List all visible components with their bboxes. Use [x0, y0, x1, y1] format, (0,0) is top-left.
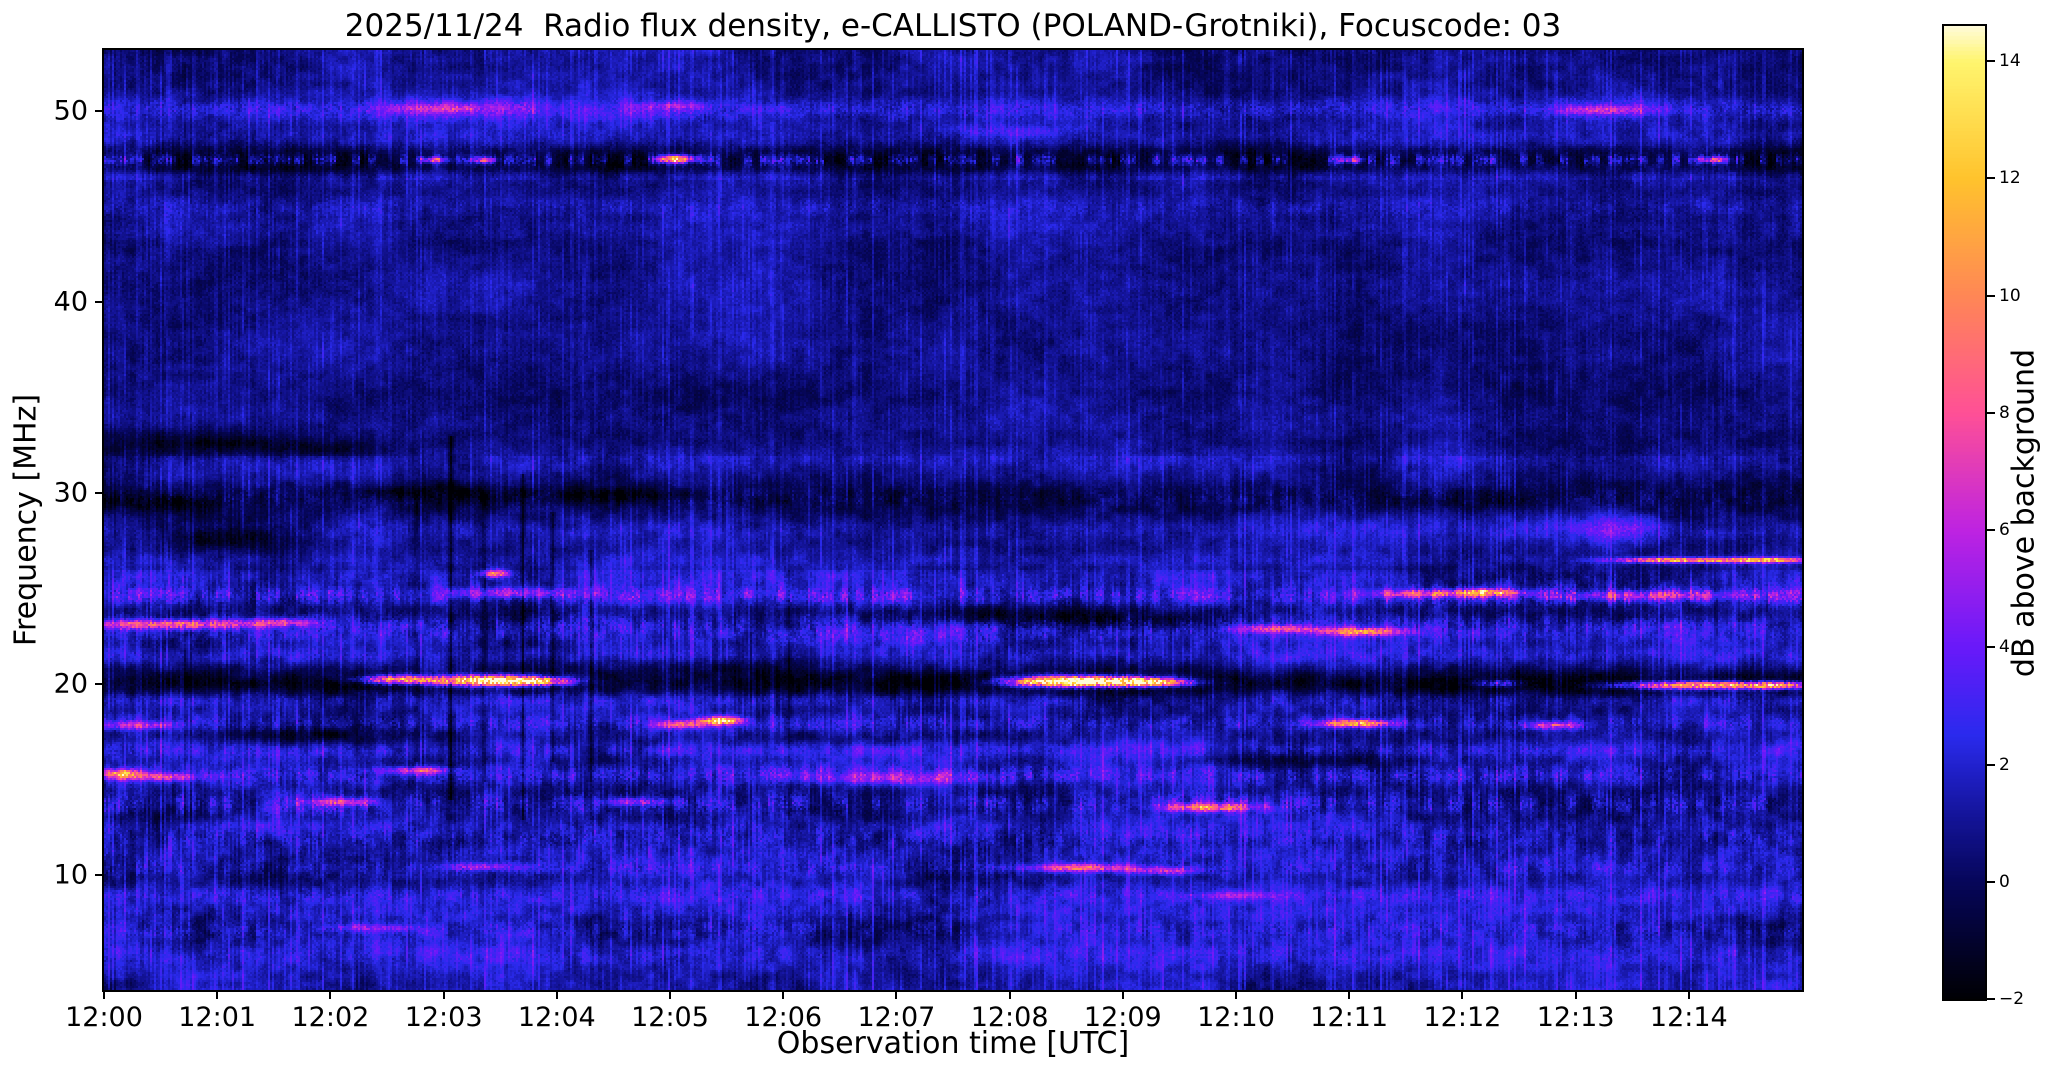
- x-tick-mark: [442, 990, 445, 999]
- x-tick-label: 12:04: [517, 1002, 596, 1033]
- x-tick-label: 12:05: [631, 1002, 709, 1033]
- colorbar-tick-mark: [1987, 529, 1995, 532]
- colorbar-tick-mark: [1987, 880, 1995, 883]
- colorbar-tick-label: −2: [1999, 989, 2025, 1009]
- x-tick-label: 12:03: [404, 1002, 483, 1033]
- x-tick-label: 12:02: [291, 1002, 370, 1033]
- x-tick-mark: [1574, 990, 1577, 999]
- y-tick-mark: [95, 683, 104, 686]
- colorbar-tick-mark: [1987, 646, 1995, 649]
- y-tick-label: 40: [53, 286, 88, 318]
- x-tick-label: 12:11: [1310, 1002, 1389, 1033]
- colorbar-tick-label: 10: [1999, 285, 2021, 306]
- colorbar-tick-label: 4: [1999, 637, 2010, 658]
- y-tick-label: 50: [53, 95, 88, 127]
- colorbar-label: dB above background: [2006, 348, 2042, 678]
- x-tick-label: 12:10: [1197, 1002, 1275, 1033]
- colorbar-tick-label: 8: [1999, 402, 2010, 423]
- x-tick-mark: [1461, 990, 1464, 999]
- y-tick-mark: [95, 874, 104, 877]
- x-tick-mark: [216, 990, 219, 999]
- x-tick-mark: [329, 990, 332, 999]
- colorbar-tick-label: 2: [1999, 754, 2010, 775]
- colorbar-tick-label: 12: [1999, 168, 2021, 189]
- colorbar-tick-mark: [1987, 998, 1995, 1000]
- x-tick-label: 12:07: [857, 1002, 936, 1033]
- spectrogram-heatmap: [104, 50, 1802, 990]
- y-tick-mark: [95, 110, 104, 113]
- colorbar-gradient: [1944, 26, 1985, 999]
- x-tick-mark: [1008, 990, 1011, 999]
- x-tick-label: 12:14: [1649, 1002, 1728, 1033]
- x-tick-label: 12:09: [1083, 1002, 1162, 1033]
- x-tick-mark: [895, 990, 898, 999]
- x-tick-mark: [782, 990, 785, 999]
- y-axis-label: Frequency [MHz]: [8, 393, 44, 647]
- x-tick-mark: [669, 990, 671, 999]
- x-tick-label: 12:12: [1423, 1002, 1502, 1033]
- x-tick-mark: [1348, 990, 1351, 999]
- x-tick-label: 12:01: [178, 1002, 257, 1033]
- colorbar-tick-label: 14: [1999, 51, 2021, 72]
- x-tick-mark: [103, 990, 105, 999]
- x-axis-label: Observation time [UTC]: [776, 1026, 1130, 1061]
- y-tick-mark: [95, 301, 104, 304]
- y-tick-label: 10: [53, 859, 88, 891]
- colorbar-tick-mark: [1987, 294, 1995, 297]
- chart-title: 2025/11/24 Radio flux density, e-CALLIST…: [344, 8, 1562, 44]
- x-tick-mark: [1235, 990, 1237, 999]
- colorbar-tick-label: 0: [1999, 871, 2010, 892]
- x-tick-mark: [555, 990, 558, 999]
- x-tick-label: 12:13: [1536, 1002, 1615, 1033]
- x-tick-mark: [1687, 990, 1690, 999]
- y-tick-mark: [95, 492, 104, 495]
- y-tick-label: 30: [53, 477, 88, 509]
- colorbar-tick-mark: [1987, 60, 1995, 63]
- x-tick-mark: [1121, 990, 1124, 999]
- colorbar-tick-mark: [1987, 763, 1995, 766]
- x-tick-label: 12:00: [65, 1002, 143, 1033]
- colorbar-tick-mark: [1987, 411, 1995, 414]
- y-tick-label: 20: [53, 668, 88, 700]
- colorbar-tick-label: 6: [1999, 520, 2010, 541]
- colorbar-tick-mark: [1987, 177, 1995, 180]
- x-tick-label: 12:06: [744, 1002, 823, 1033]
- x-tick-label: 12:08: [970, 1002, 1049, 1033]
